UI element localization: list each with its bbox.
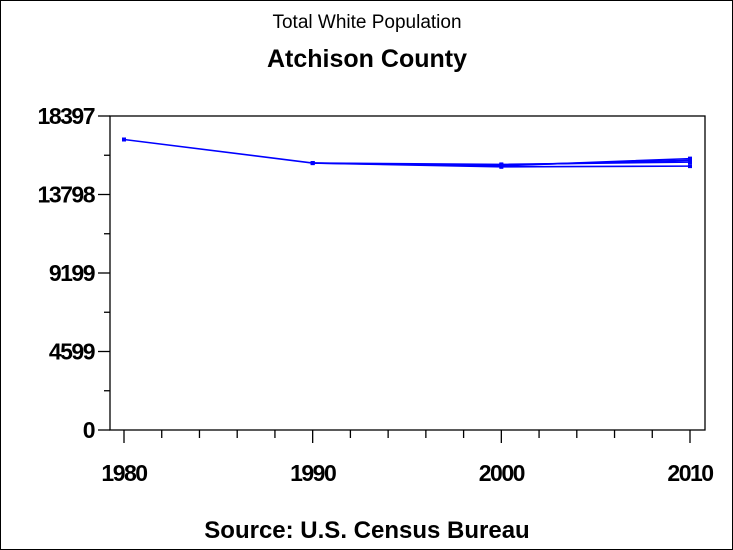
x-tick-label: 1980 xyxy=(101,460,147,486)
y-tick-label: 4599 xyxy=(49,339,95,365)
data-point xyxy=(499,163,504,168)
series-line-estimate-d xyxy=(501,159,691,166)
data-point xyxy=(688,158,692,163)
data-point xyxy=(310,161,315,166)
y-tick-label: 13798 xyxy=(38,182,96,208)
x-tick-label: 2010 xyxy=(667,460,713,486)
source-note: Source: U.S. Census Bureau xyxy=(204,517,529,544)
data-point xyxy=(688,164,692,169)
chart-subtitle: Atchison County xyxy=(267,45,467,73)
chart-title: Total White Population xyxy=(272,12,461,33)
data-point xyxy=(122,137,126,142)
x-tick-label: 2000 xyxy=(479,460,525,486)
y-tick-label: 0 xyxy=(83,417,95,443)
x-tick-label: 1990 xyxy=(290,460,336,486)
y-tick-label: 9199 xyxy=(49,260,95,286)
y-tick-label: 18397 xyxy=(38,103,95,129)
